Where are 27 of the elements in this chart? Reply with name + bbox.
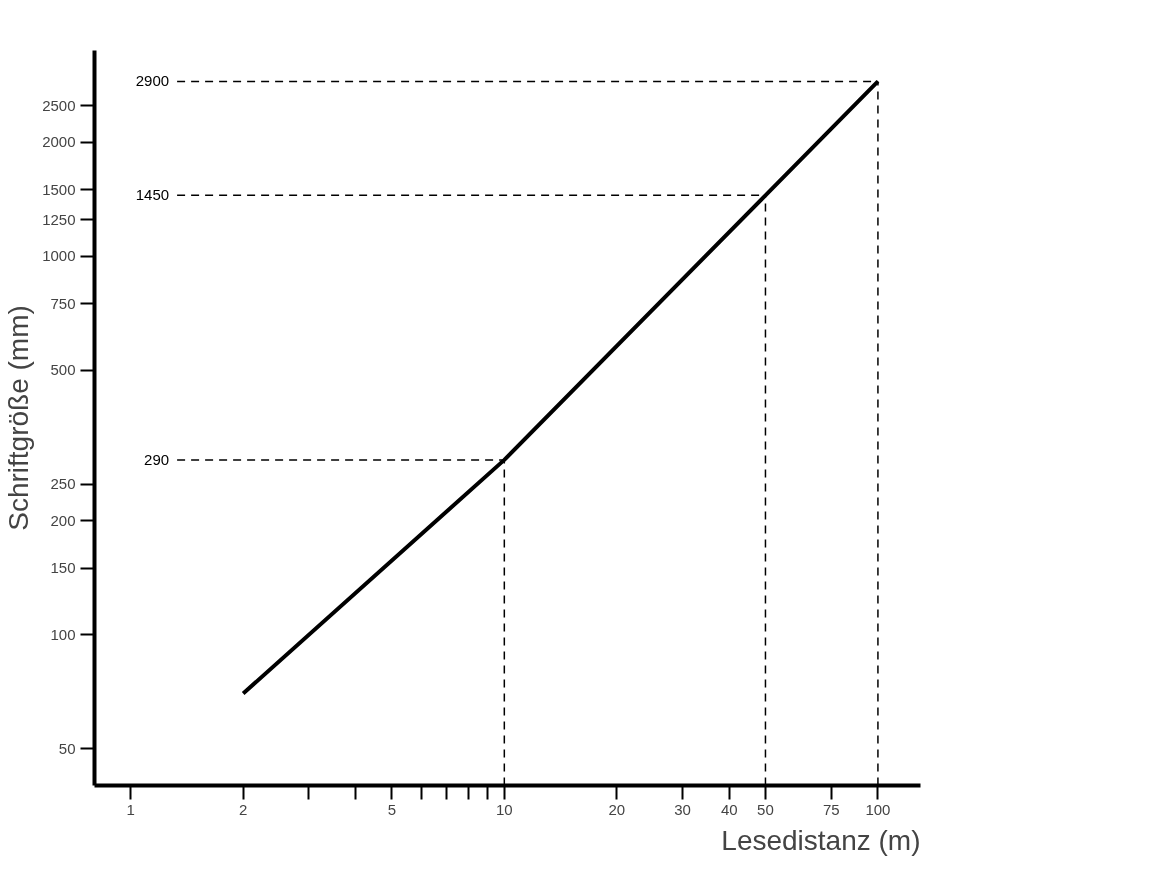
y-tick-label: 2000: [42, 133, 76, 151]
y-tick-label: 500: [50, 361, 76, 379]
y-tick-label: 200: [50, 511, 76, 529]
y-tick-label: 2500: [42, 96, 76, 114]
x-axis-title: Lesedistanz (m): [721, 824, 921, 856]
x-tick-label: 100: [865, 800, 891, 818]
y-tick-label: 1250: [42, 210, 76, 228]
y-tick-label: 750: [50, 294, 76, 312]
x-tick-label: 2: [239, 800, 248, 818]
x-tick-label: 10: [495, 800, 513, 818]
y-tick-label: 1500: [42, 180, 76, 198]
x-tick-label: 40: [720, 800, 738, 818]
x-tick-label: 20: [608, 800, 626, 818]
y-tick-label: 50: [58, 739, 76, 757]
x-tick-label: 5: [387, 800, 397, 818]
y-tick-label: 100: [50, 625, 76, 643]
x-tick-label: 1: [126, 800, 135, 818]
x-tick-label: 30: [674, 800, 691, 818]
ref-line-label: 290: [144, 450, 170, 468]
x-tick-label: 50: [757, 800, 774, 818]
y-tick-label: 1000: [42, 247, 76, 265]
ref-line-label: 2900: [135, 72, 170, 90]
y-tick-label: 250: [50, 475, 76, 493]
ref-line-label: 1450: [135, 186, 170, 204]
y-tick-label: 150: [50, 559, 76, 577]
y-axis-title: Schriftgröße (mm): [3, 305, 35, 531]
x-tick-label: 75: [822, 800, 840, 818]
